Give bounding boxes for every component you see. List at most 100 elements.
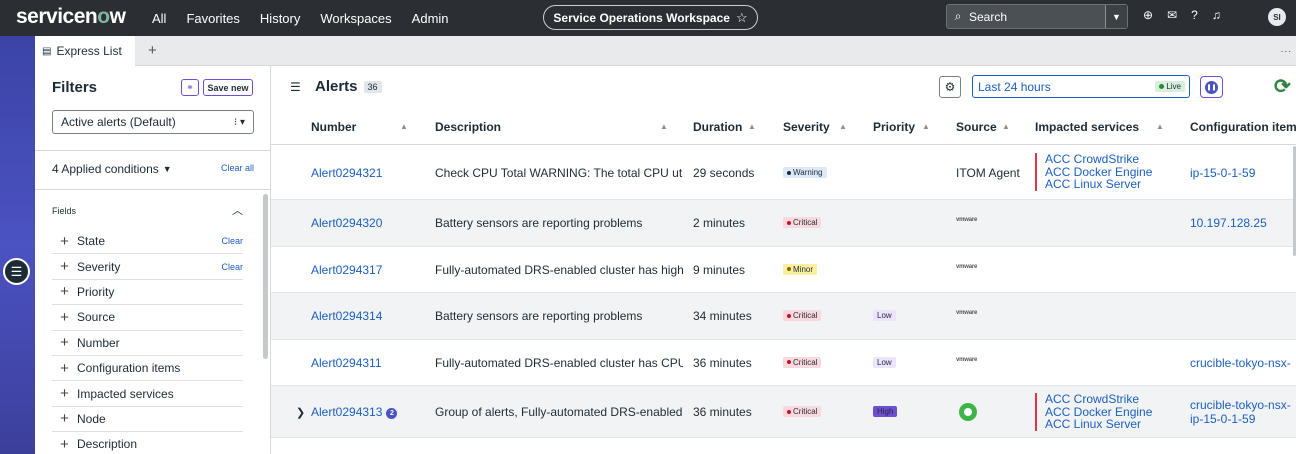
config-item-link[interactable]: crucible-tokyo-nsx-: [1190, 355, 1291, 370]
field-item-number[interactable]: + Number: [52, 331, 243, 356]
field-item-configuration-items[interactable]: + Configuration items: [52, 356, 243, 382]
table-row[interactable]: Alert0294317 Fully-automated DRS-enabled…: [271, 247, 1296, 293]
alert-number-link[interactable]: Alert0294311: [311, 355, 382, 370]
alert-number-link[interactable]: Alert0294314: [311, 309, 383, 323]
link-icon[interactable]: ⚭: [181, 79, 199, 96]
config-item-link[interactable]: crucible-tokyo-nsx-: [1190, 398, 1291, 412]
col-severity[interactable]: Severity: [783, 120, 830, 134]
divider: [35, 150, 271, 151]
nav-link-favorites[interactable]: Favorites: [186, 10, 240, 26]
save-new-button[interactable]: Save new: [203, 79, 253, 96]
filter-view-select[interactable]: Active alerts (Default) ⁝ ▾: [52, 110, 254, 134]
table-row[interactable]: ❯ Alert0294313 2 Group of alerts, Fully-a…: [271, 386, 1296, 438]
field-item-node[interactable]: + Node: [52, 407, 243, 433]
globe-icon[interactable]: ⊕: [1143, 8, 1154, 22]
field-item-state[interactable]: + State Clear: [52, 229, 243, 255]
config-item-link[interactable]: ip-15-0-1-59: [1190, 412, 1256, 426]
expand-icon[interactable]: ❯: [296, 407, 306, 419]
chevron-up-icon[interactable]: ︿: [232, 205, 243, 217]
alerts-title: Alerts 36: [315, 78, 382, 95]
nav-links: All Favorites History Workspaces Admin: [152, 0, 449, 36]
col-description[interactable]: Description: [435, 120, 502, 134]
field-item-source[interactable]: + Source: [52, 305, 243, 331]
gear-icon[interactable]: ⚙: [939, 76, 961, 98]
plus-icon: +: [60, 385, 69, 403]
search-scope-dropdown-icon[interactable]: ▼: [1105, 5, 1127, 28]
sort-icon[interactable]: ▲: [660, 122, 668, 131]
list-icon[interactable]: ☰: [3, 258, 30, 285]
table-scrollbar[interactable]: [1293, 146, 1296, 256]
filter-view-value: Active alerts (Default): [61, 115, 176, 129]
alert-number-link[interactable]: Alert0294317: [311, 262, 383, 277]
menu-toggle-icon[interactable]: ☰: [290, 80, 301, 94]
table-row[interactable]: Alert0294311 Fully-automated DRS-enabled…: [271, 340, 1296, 386]
add-tab-button[interactable]: +: [148, 42, 157, 59]
plus-icon: +: [60, 359, 69, 377]
table-row[interactable]: Alert0294320 Battery sensors are reporti…: [271, 200, 1296, 247]
search-input[interactable]: Search: [969, 9, 1008, 24]
global-search[interactable]: ⌕ Search ▼: [946, 4, 1128, 29]
sort-icon[interactable]: ▲: [400, 122, 408, 131]
workspace-title: Service Operations Workspace: [553, 10, 730, 25]
impacted-service-link[interactable]: ACC Linux Server: [1045, 177, 1142, 191]
nav-link-history[interactable]: History: [259, 10, 301, 26]
alert-number-link[interactable]: Alert0294320: [311, 216, 383, 230]
impacted-service-link[interactable]: ACC Docker Engine: [1045, 164, 1153, 179]
star-icon[interactable]: ☆: [735, 9, 748, 25]
sort-icon[interactable]: ▲: [839, 122, 847, 131]
filters-title: Filters: [52, 79, 98, 96]
bell-icon[interactable]: ♫: [1211, 8, 1221, 22]
col-source[interactable]: Source: [956, 120, 997, 134]
impacted-service-link[interactable]: ACC CrowdStrike: [1045, 393, 1140, 406]
tab-express-list[interactable]: ▤ Express List: [35, 36, 135, 66]
more-options-icon[interactable]: ...: [1280, 44, 1292, 55]
col-impacted-services[interactable]: Impacted services: [1035, 120, 1140, 134]
field-item-description[interactable]: + Description: [52, 432, 243, 454]
filters-scrollbar[interactable]: [263, 194, 268, 359]
alert-duration: 34 minutes: [693, 309, 752, 323]
avatar[interactable]: SI: [1268, 8, 1286, 26]
vmware-logo: vmware: [956, 310, 978, 316]
col-priority[interactable]: Priority: [873, 120, 916, 134]
nav-link-all[interactable]: All: [152, 10, 167, 26]
workspace-pill[interactable]: Service Operations Workspace ☆: [543, 5, 758, 30]
nav-link-workspaces[interactable]: Workspaces: [320, 10, 392, 26]
applied-conditions[interactable]: 4 Applied conditions ▼: [52, 162, 172, 176]
chat-icon[interactable]: ✉: [1167, 8, 1178, 22]
sort-icon[interactable]: ▲: [1002, 122, 1010, 131]
alert-number-link[interactable]: Alert0294321: [311, 166, 383, 180]
field-item-severity[interactable]: + Severity Clear: [52, 254, 243, 280]
config-item-link[interactable]: ip-15-0-1-59: [1190, 166, 1256, 180]
funnel-icon: ▼: [162, 164, 172, 174]
impacted-service-link[interactable]: ACC Docker Engine: [1045, 404, 1153, 419]
col-duration[interactable]: Duration: [693, 120, 743, 134]
clear-link[interactable]: Clear: [221, 261, 243, 272]
sort-icon[interactable]: ▲: [748, 122, 756, 131]
table-row[interactable]: Alert0294321 Check CPU Total WARNING: Th…: [271, 146, 1296, 200]
table-row[interactable]: Alert0294314 Battery sensors are reporti…: [271, 293, 1296, 340]
sort-icon[interactable]: ▲: [922, 122, 930, 131]
clear-all-link[interactable]: Clear all: [221, 163, 255, 173]
pause-button[interactable]: ❚❚: [1200, 76, 1223, 98]
impacted-service-link[interactable]: ACC Linux Server: [1045, 417, 1142, 431]
plus-icon: +: [60, 232, 69, 250]
refresh-icon[interactable]: ⟳: [1274, 76, 1291, 98]
alert-number-link[interactable]: Alert0294313 2: [311, 405, 398, 419]
severity-badge: Critical: [783, 356, 822, 368]
col-configuration-items[interactable]: Configuration items: [1190, 120, 1296, 134]
field-item-priority[interactable]: + Priority: [52, 280, 243, 306]
fields-label: Fields: [52, 206, 77, 216]
clear-link[interactable]: Clear: [221, 236, 243, 247]
config-item-link[interactable]: 10.197.128.25: [1190, 216, 1267, 230]
chevron-down-icon: ⁝ ▾: [234, 116, 245, 128]
time-range-select[interactable]: Last 24 hours Live: [972, 75, 1190, 98]
alert-description: Group of alerts, Fully-automated DRS-ena…: [435, 405, 683, 419]
field-item-impacted-services[interactable]: + Impacted services: [52, 381, 243, 407]
impacted-service-link[interactable]: ACC CrowdStrike: [1045, 153, 1140, 166]
help-icon[interactable]: ?: [1191, 8, 1198, 22]
servicenow-logo[interactable]: servicenow: [16, 5, 126, 28]
tab-bar: ▤ Express List + ...: [35, 36, 1296, 66]
col-number[interactable]: Number: [311, 120, 357, 134]
sort-icon[interactable]: ▲: [1156, 122, 1164, 131]
nav-link-admin[interactable]: Admin: [411, 10, 449, 26]
